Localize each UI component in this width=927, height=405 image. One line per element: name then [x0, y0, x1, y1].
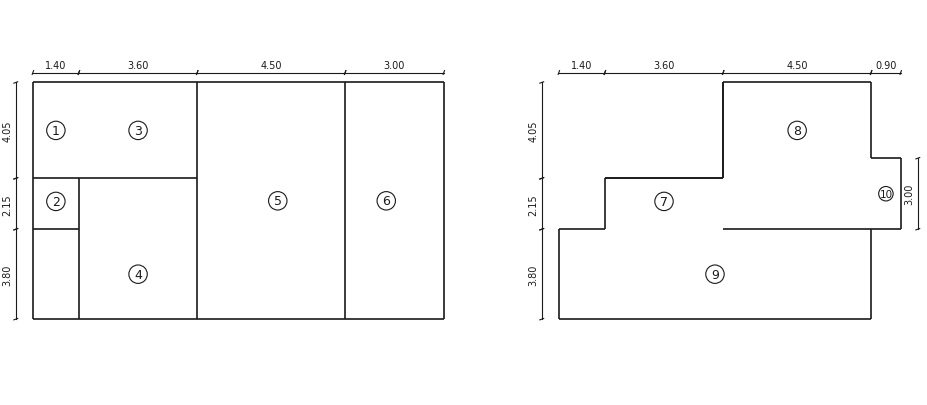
Text: 4: 4 — [134, 268, 142, 281]
Text: 4.50: 4.50 — [786, 61, 808, 71]
Text: 10: 10 — [880, 189, 893, 199]
Text: 1.40: 1.40 — [45, 61, 67, 71]
Text: 3: 3 — [134, 125, 142, 138]
Text: 2.15: 2.15 — [528, 194, 539, 215]
Text: 1: 1 — [52, 125, 60, 138]
Text: 3.80: 3.80 — [3, 264, 12, 285]
Text: 3.60: 3.60 — [654, 61, 675, 71]
Text: 8: 8 — [794, 125, 801, 138]
Text: 1.40: 1.40 — [571, 61, 592, 71]
Text: 3.00: 3.00 — [905, 183, 915, 205]
Text: 4.50: 4.50 — [260, 61, 282, 71]
Text: 7: 7 — [660, 196, 668, 209]
Text: 6: 6 — [382, 195, 390, 208]
Text: 0.90: 0.90 — [875, 61, 896, 71]
Text: 3.60: 3.60 — [127, 61, 148, 71]
Text: 4.05: 4.05 — [528, 120, 539, 142]
Text: 5: 5 — [273, 195, 282, 208]
Text: 3.80: 3.80 — [528, 264, 539, 285]
Text: 4.05: 4.05 — [3, 120, 12, 142]
Text: 2.15: 2.15 — [3, 194, 12, 215]
Text: 3.00: 3.00 — [384, 61, 405, 71]
Text: 2: 2 — [52, 196, 60, 209]
Text: 9: 9 — [711, 268, 719, 281]
